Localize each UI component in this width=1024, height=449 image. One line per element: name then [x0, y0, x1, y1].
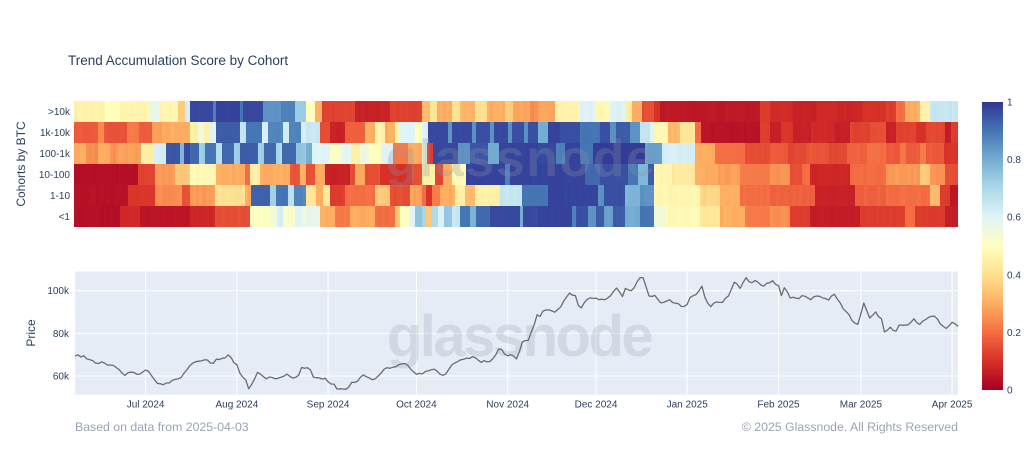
svg-text:0.4: 0.4 [1007, 270, 1021, 281]
svg-text:10-100: 10-100 [39, 170, 71, 181]
svg-text:Dec 2024: Dec 2024 [575, 400, 618, 411]
svg-text:0.6: 0.6 [1007, 213, 1021, 224]
svg-text:0.2: 0.2 [1007, 328, 1021, 339]
svg-text:0: 0 [1007, 386, 1013, 397]
svg-text:glassnode: glassnode [387, 304, 653, 369]
svg-text:glassnode: glassnode [386, 130, 657, 188]
svg-text:80k: 80k [53, 329, 70, 340]
svg-text:Based on data from 2025-04-03: Based on data from 2025-04-03 [75, 420, 249, 434]
svg-text:100-1k: 100-1k [39, 149, 71, 160]
svg-text:Sep 2024: Sep 2024 [307, 400, 350, 411]
svg-text:100k: 100k [47, 286, 70, 297]
svg-text:Price: Price [24, 319, 38, 347]
svg-text:Feb 2025: Feb 2025 [757, 400, 800, 411]
svg-text:Nov 2024: Nov 2024 [486, 400, 529, 411]
svg-text:Mar 2025: Mar 2025 [840, 400, 883, 411]
svg-text:Apr 2025: Apr 2025 [932, 400, 973, 411]
svg-text:1k-10k: 1k-10k [40, 128, 71, 139]
svg-text:Jan 2025: Jan 2025 [667, 400, 709, 411]
svg-text:60k: 60k [53, 372, 70, 383]
svg-text:<1: <1 [59, 212, 71, 223]
svg-text:>10k: >10k [48, 107, 71, 118]
svg-text:Cohorts by BTC: Cohorts by BTC [14, 121, 28, 207]
svg-text:Trend Accumulation Score by Co: Trend Accumulation Score by Cohort [68, 53, 288, 68]
svg-text:Aug 2024: Aug 2024 [215, 400, 258, 411]
svg-text:1: 1 [1007, 98, 1013, 109]
svg-text:1-10: 1-10 [50, 191, 70, 202]
svg-text:0.8: 0.8 [1007, 155, 1021, 166]
svg-text:© 2025 Glassnode. All Rights R: © 2025 Glassnode. All Rights Reserved [742, 420, 958, 434]
svg-text:Oct 2024: Oct 2024 [396, 400, 437, 411]
svg-text:Jul 2024: Jul 2024 [127, 400, 165, 411]
